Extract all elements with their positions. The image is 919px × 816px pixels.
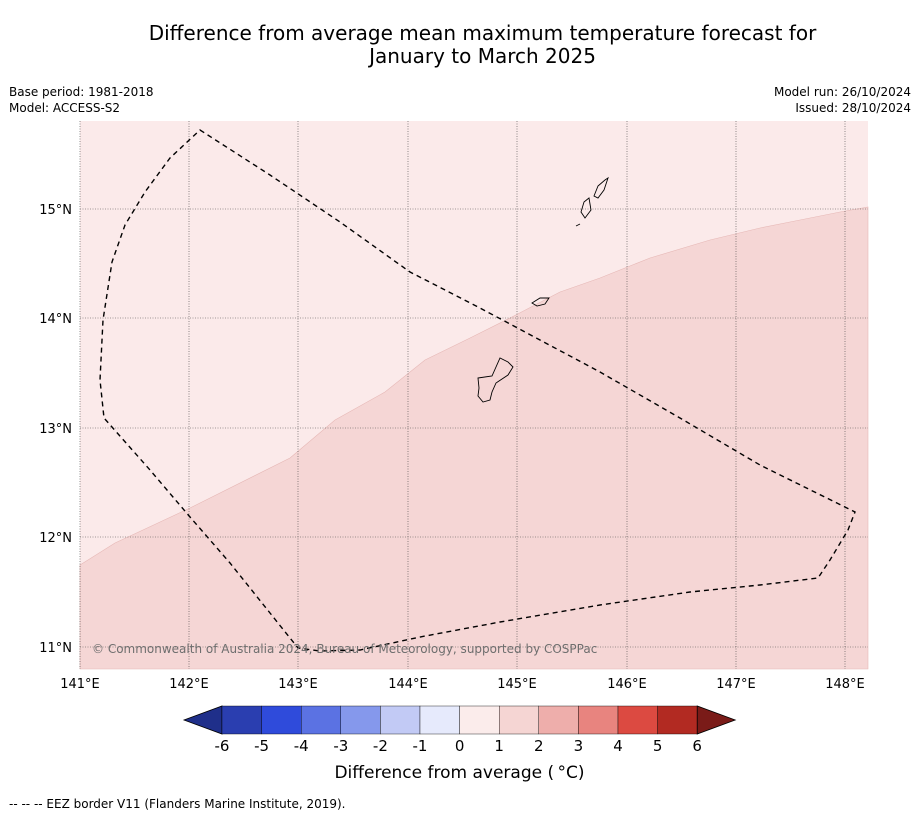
meta-left: Base period: 1981-2018 Model: ACCESS-S2 bbox=[9, 84, 154, 116]
colorbar-tick-label: 2 bbox=[534, 737, 544, 755]
lon-tick-label: 143°E bbox=[278, 677, 318, 692]
island-guam bbox=[477, 357, 514, 403]
region-1-to-2 bbox=[79, 206, 869, 670]
model-name: Model: ACCESS-S2 bbox=[9, 101, 121, 115]
colorbar-tick-label: 3 bbox=[574, 737, 584, 755]
lat-tick-label: 13°N bbox=[39, 422, 72, 437]
colorbar-extend-low bbox=[182, 705, 223, 735]
lat-tick-label: 15°N bbox=[39, 203, 72, 218]
colorbar-box bbox=[538, 705, 579, 735]
eez-border bbox=[99, 129, 856, 652]
lat-tick-label: 14°N bbox=[39, 312, 72, 327]
colorbar-tick-label: -6 bbox=[215, 737, 230, 755]
colorbar-box bbox=[578, 705, 619, 735]
colorbar-tick-label: 5 bbox=[653, 737, 663, 755]
lon-tick-label: 148°E bbox=[825, 677, 865, 692]
colorbar-box bbox=[459, 705, 500, 735]
colorbar-tick-label: -3 bbox=[333, 737, 348, 755]
colorbar-box bbox=[499, 705, 540, 735]
colorbar-extend-high bbox=[696, 705, 737, 735]
island-aguijan bbox=[575, 223, 581, 227]
map-title: Difference from average mean maximum tem… bbox=[95, 22, 870, 68]
issued-date: Issued: 28/10/2024 bbox=[795, 101, 911, 115]
lat-tick-label: 12°N bbox=[39, 531, 72, 546]
colorbar-tick-label: 6 bbox=[692, 737, 702, 755]
lat-tick-label: 11°N bbox=[39, 641, 72, 656]
lon-tick-label: 144°E bbox=[388, 677, 428, 692]
colorbar-tick-label: -4 bbox=[294, 737, 309, 755]
colorbar: -6 -5 -4 -3 -2 -1 0 1 2 3 4 5 6 bbox=[182, 705, 737, 755]
colorbar-box bbox=[657, 705, 698, 735]
colorbar-tick-label: 4 bbox=[613, 737, 623, 755]
colorbar-tick-label: -1 bbox=[413, 737, 428, 755]
title-line-2: January to March 2025 bbox=[369, 44, 596, 68]
meta-right: Model run: 26/10/2024 Issued: 28/10/2024 bbox=[774, 84, 911, 116]
lon-tick-label: 145°E bbox=[497, 677, 537, 692]
island-saipan bbox=[593, 176, 609, 199]
lon-tick-label: 147°E bbox=[716, 677, 756, 692]
colorbar-tick-label: -5 bbox=[254, 737, 269, 755]
colorbar-tick-label: 0 bbox=[455, 737, 465, 755]
island-tinian bbox=[580, 197, 592, 219]
colorbar-label: Difference from average ( °C) bbox=[334, 763, 585, 783]
lon-tick-label: 142°E bbox=[169, 677, 209, 692]
lon-tick-labels: 141°E 142°E 143°E 144°E 145°E 146°E 147°… bbox=[60, 677, 865, 692]
base-period: Base period: 1981-2018 bbox=[9, 85, 154, 99]
colorbar-tick-label: -2 bbox=[373, 737, 388, 755]
islands bbox=[477, 176, 609, 403]
title-line-1: Difference from average mean maximum tem… bbox=[148, 21, 817, 45]
eez-footnote: -- -- -- EEZ border V11 (Flanders Marine… bbox=[9, 797, 346, 811]
colorbar-box bbox=[261, 705, 302, 735]
island-rota bbox=[531, 297, 550, 307]
lon-tick-label: 146°E bbox=[607, 677, 647, 692]
colorbar-box bbox=[340, 705, 381, 735]
colorbar-box bbox=[617, 705, 658, 735]
colorbar-box bbox=[419, 705, 460, 735]
map-canvas: © Commonwealth of Australia 2024, Bureau… bbox=[39, 121, 869, 755]
lon-tick-label: 141°E bbox=[60, 677, 100, 692]
colorbar-tick-label: 1 bbox=[494, 737, 504, 755]
colorbar-box bbox=[380, 705, 421, 735]
colorbar-box bbox=[221, 705, 262, 735]
copyright-text: © Commonwealth of Australia 2024, Bureau… bbox=[92, 642, 597, 656]
model-run: Model run: 26/10/2024 bbox=[773, 85, 911, 99]
lat-tick-labels: 15°N 14°N 13°N 12°N 11°N bbox=[39, 203, 72, 656]
colorbar-box bbox=[301, 705, 342, 735]
